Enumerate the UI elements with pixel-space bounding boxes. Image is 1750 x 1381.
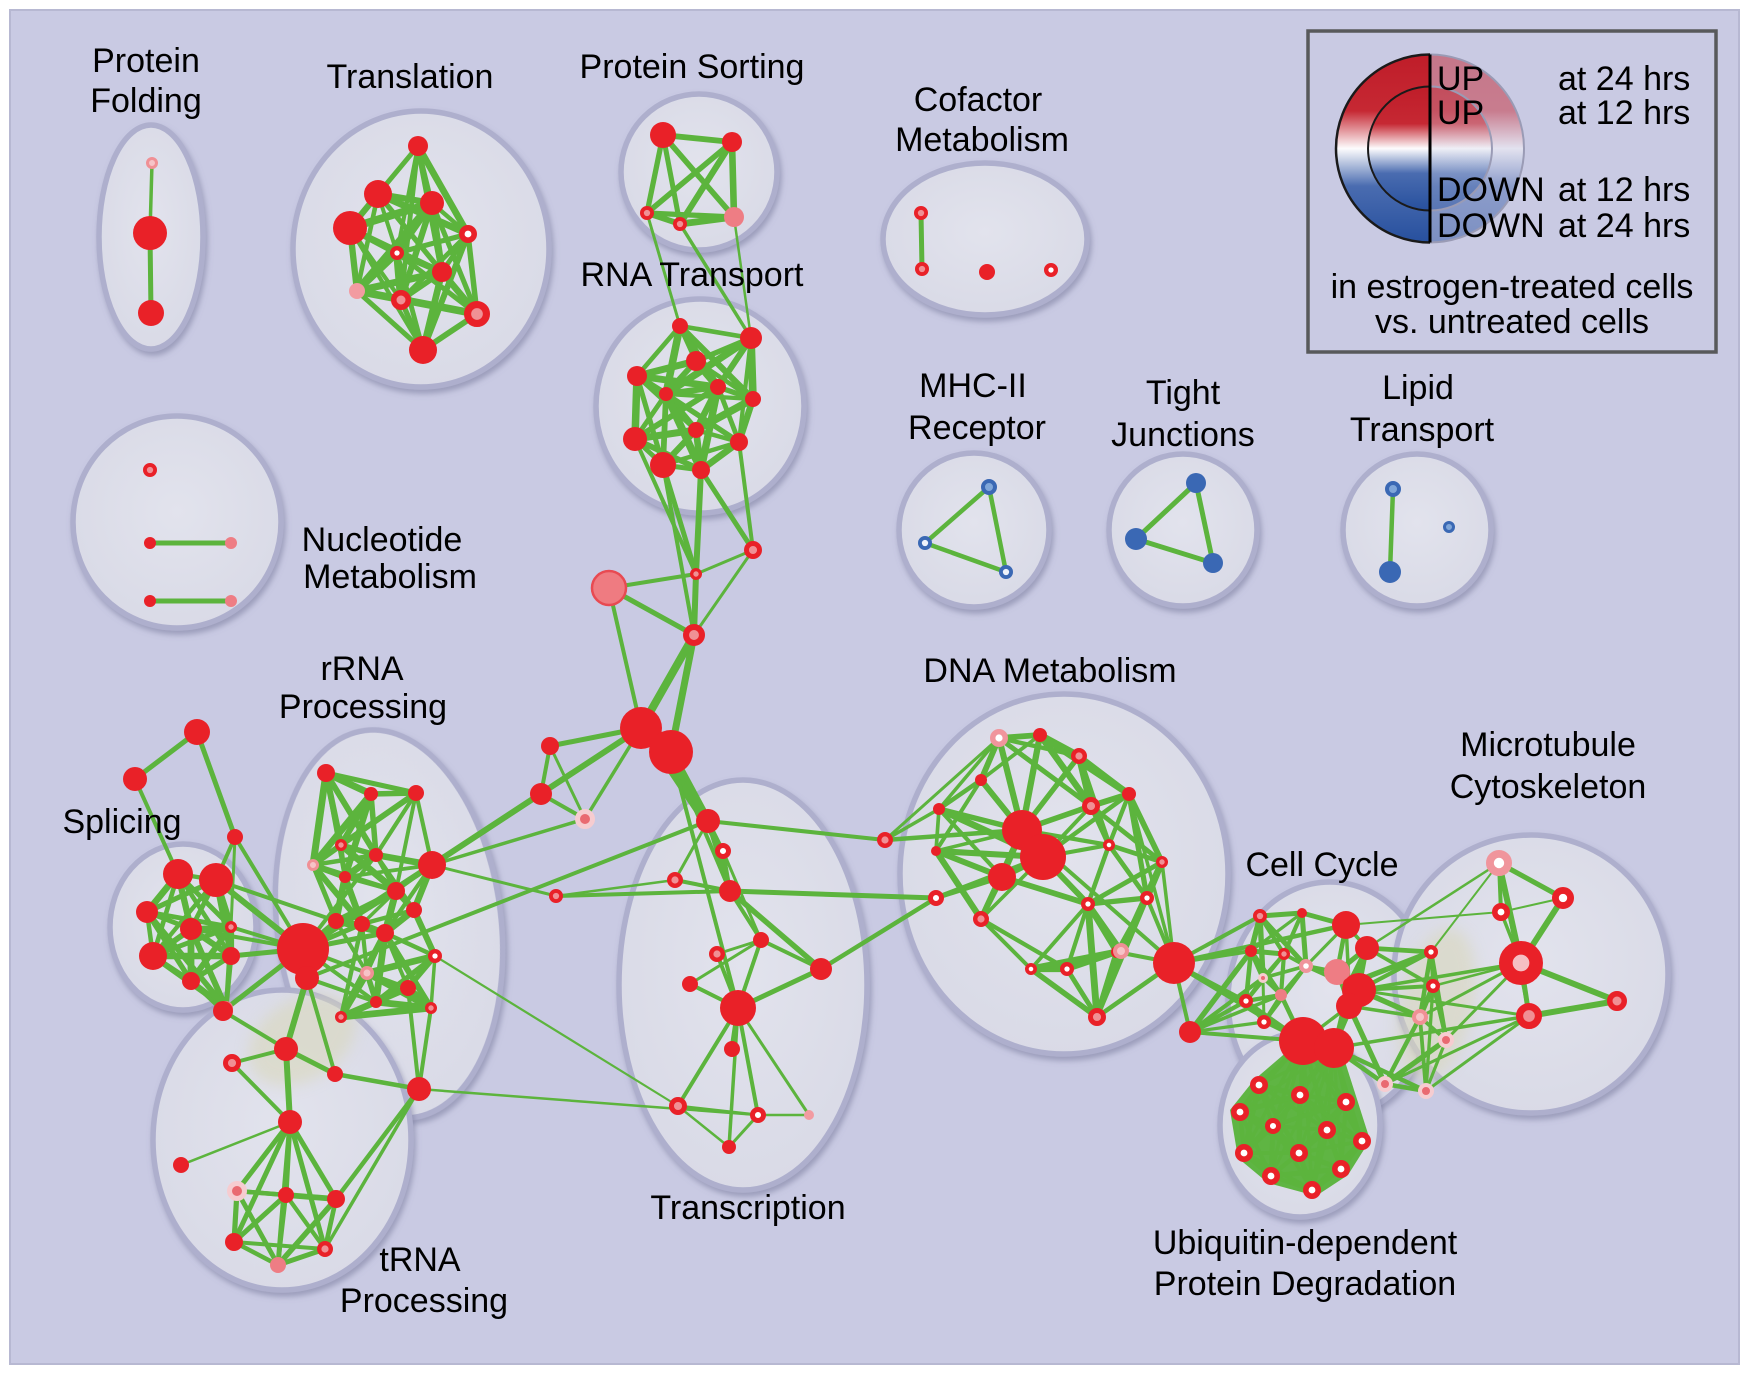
svg-text:Protein Degradation: Protein Degradation: [1154, 1265, 1456, 1303]
svg-text:Translation: Translation: [327, 58, 494, 96]
svg-text:Tight: Tight: [1146, 374, 1221, 412]
svg-text:Lipid: Lipid: [1382, 369, 1454, 407]
svg-text:in estrogen-treated cells: in estrogen-treated cells: [1331, 268, 1694, 306]
svg-text:Receptor: Receptor: [908, 409, 1046, 447]
svg-text:Protein: Protein: [92, 42, 200, 80]
svg-text:Ubiquitin-dependent: Ubiquitin-dependent: [1153, 1224, 1458, 1262]
svg-text:at 24 hrs: at 24 hrs: [1558, 60, 1690, 98]
svg-text:vs. untreated cells: vs. untreated cells: [1375, 303, 1649, 341]
svg-text:Transcription: Transcription: [650, 1189, 845, 1227]
svg-text:Cytoskeleton: Cytoskeleton: [1450, 768, 1647, 806]
svg-text:RNA Transport: RNA Transport: [581, 256, 805, 294]
svg-text:Metabolism: Metabolism: [895, 121, 1069, 159]
svg-text:DNA Metabolism: DNA Metabolism: [923, 652, 1176, 690]
svg-text:Microtubule: Microtubule: [1460, 726, 1636, 764]
svg-text:DOWN: DOWN: [1437, 207, 1545, 245]
svg-text:Cofactor: Cofactor: [914, 81, 1043, 119]
svg-text:at 12 hrs: at 12 hrs: [1558, 171, 1690, 209]
svg-text:MHC-II: MHC-II: [919, 367, 1027, 405]
svg-text:Metabolism: Metabolism: [303, 558, 477, 596]
svg-text:UP: UP: [1437, 94, 1484, 132]
svg-text:Nucleotide: Nucleotide: [302, 521, 463, 559]
svg-text:Junctions: Junctions: [1111, 416, 1255, 454]
svg-text:at 24 hrs: at 24 hrs: [1558, 207, 1690, 245]
svg-text:UP: UP: [1437, 60, 1484, 98]
svg-text:DOWN: DOWN: [1437, 171, 1545, 209]
svg-text:Splicing: Splicing: [62, 803, 181, 841]
svg-text:at 12 hrs: at 12 hrs: [1558, 94, 1690, 132]
svg-text:tRNA: tRNA: [379, 1241, 461, 1279]
svg-text:Processing: Processing: [279, 688, 447, 726]
svg-text:Cell Cycle: Cell Cycle: [1245, 846, 1398, 884]
svg-text:rRNA: rRNA: [320, 650, 403, 688]
svg-text:Protein Sorting: Protein Sorting: [580, 48, 805, 86]
svg-text:Transport: Transport: [1350, 411, 1495, 449]
svg-text:Folding: Folding: [90, 82, 202, 120]
svg-text:Processing: Processing: [340, 1282, 508, 1320]
